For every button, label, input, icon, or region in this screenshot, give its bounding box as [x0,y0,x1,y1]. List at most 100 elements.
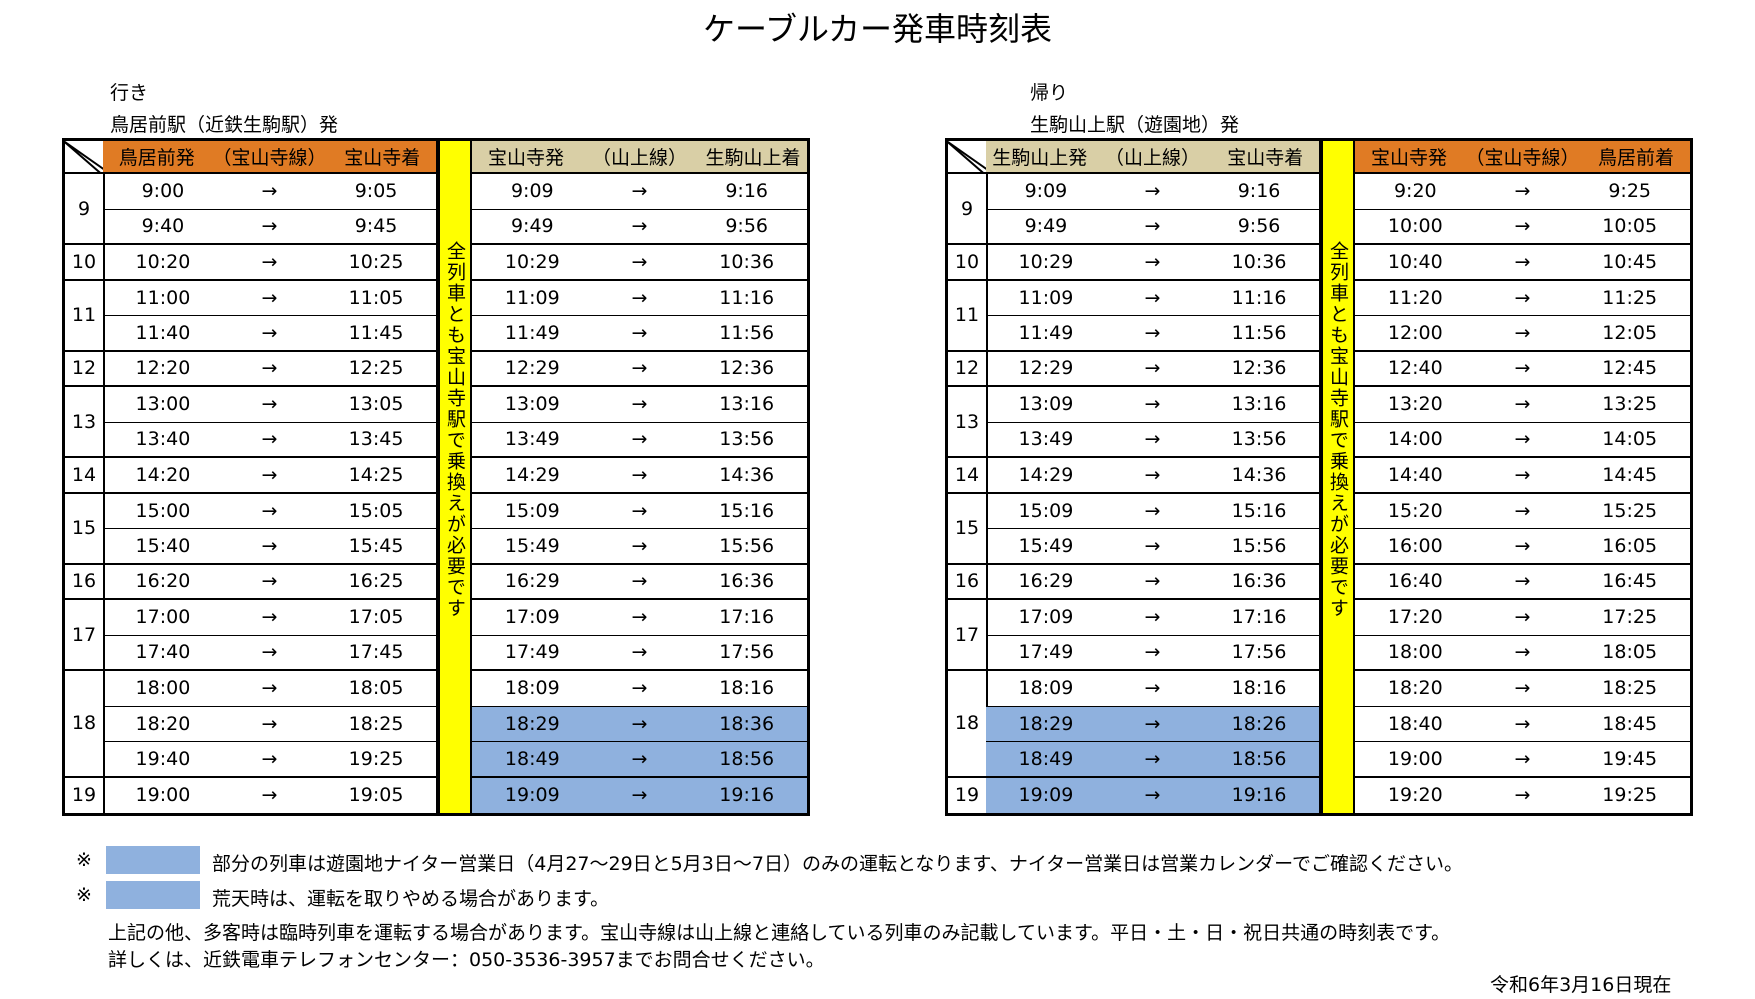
table-row: 12:29 → 12:36 [472,352,807,387]
table-row: 18:20 → 18:25 [103,707,436,742]
outbound-segment-2: 宝山寺発 （山上線） 生駒山上着 9:09 → 9:16 9:49 → 9:56 10:29 → 10… [472,141,807,813]
table-row: 18:29 → 18:36 [472,706,807,742]
arrival-time: 13:56 [1231,428,1287,451]
table-row: 18:20 → 18:25 [1355,671,1690,707]
table-row: 17:49 → 17:56 [986,636,1319,671]
departure-time: 14:20 [135,463,191,486]
outbound-segment-2-header-from: 宝山寺発 [488,147,565,169]
outbound-transfer-note: 全列車とも宝山寺駅で乗換えが必要です [444,241,466,619]
arrow: → [261,677,278,700]
inbound-segment-2-header: 宝山寺発 （宝山寺線） 鳥居前着 [1355,141,1690,174]
departure-time: 9:49 [1024,215,1068,238]
table-row: 9:49 → 9:56 [472,210,807,245]
arrival-time: 16:05 [1602,534,1658,557]
departure-time: 11:49 [1018,321,1074,344]
arrival-time: 15:56 [719,534,775,557]
arrival-time: 18:36 [719,712,775,735]
departure-time: 17:20 [1387,606,1443,629]
departure-time: 18:49 [504,747,560,770]
arrival-time: 17:25 [1602,606,1658,629]
table-row: 16:40 → 16:45 [1355,565,1690,600]
arrival-time: 18:05 [1602,641,1658,664]
departure-time: 14:40 [1387,463,1443,486]
inbound-hour-cell: 15 [948,494,986,565]
departure-time: 10:00 [1387,215,1443,238]
departure-time: 18:09 [504,677,560,700]
arrival-time: 11:16 [1231,286,1287,309]
arrow: → [631,606,648,629]
arrow: → [631,712,648,735]
inbound-hour-cell: 16 [948,565,986,600]
table-row: 14:00 → 14:05 [1355,423,1690,458]
arrow: → [261,393,278,416]
arrival-time: 15:25 [1602,499,1658,522]
inbound-hour-cell: 18 [948,671,986,778]
table-row: 11:00 → 11:05 [103,281,436,316]
arrow: → [261,215,278,238]
outbound-hour-cell: 17 [65,600,103,671]
inbound-hour-cell: 11 [948,281,986,352]
inbound-hour-cell: 17 [948,600,986,671]
table-row: 13:40 → 13:45 [103,423,436,458]
note2-mark: ※ [76,884,92,906]
outbound-hour-cell: 10 [65,245,103,281]
arrow: → [261,606,278,629]
outbound-segment-1-header-from: 鳥居前発 [118,147,195,169]
arrow: → [631,534,648,557]
arrival-time: 9:16 [1237,180,1281,203]
arrival-time: 18:26 [1231,712,1287,735]
departure-time: 13:49 [504,428,560,451]
arrival-time: 14:36 [1231,463,1287,486]
arrow: → [1514,606,1531,629]
departure-time: 11:40 [135,321,191,344]
arrival-time: 12:45 [1602,357,1658,380]
arrival-time: 14:45 [1602,463,1658,486]
arrow: → [261,534,278,557]
departure-time: 10:40 [1387,250,1443,273]
outbound-hour-cell: 9 [65,174,103,245]
table-row: 14:29 → 14:36 [986,458,1319,494]
arrival-time: 17:05 [348,606,404,629]
outbound-hour-cell: 16 [65,565,103,600]
table-row: 11:49 → 11:56 [472,316,807,352]
table-row: 13:09 → 13:16 [472,387,807,423]
table-row: 18:49 → 18:56 [472,742,807,778]
outbound-hour-cell: 15 [65,494,103,565]
arrival-time: 15:56 [1231,534,1287,557]
arrow: → [261,570,278,593]
departure-time: 9:09 [1024,180,1068,203]
arrival-time: 18:56 [1231,747,1287,770]
table-row: 19:00 → 19:05 [103,778,436,814]
departure-time: 12:20 [135,357,191,380]
arrow: → [1144,428,1161,451]
inbound-hour-cell: 12 [948,352,986,387]
departure-time: 10:29 [504,250,560,273]
departure-time: 16:20 [135,570,191,593]
arrow: → [1514,784,1531,807]
table-row: 12:40 → 12:45 [1355,352,1690,387]
inbound-segment-1-header-line: （山上線） [1104,147,1200,169]
arrival-time: 16:45 [1602,570,1658,593]
departure-time: 18:29 [1018,712,1074,735]
table-row: 16:29 → 16:36 [472,565,807,600]
arrow: → [631,641,648,664]
arrival-time: 13:45 [348,428,404,451]
table-row: 16:20 → 16:25 [103,565,436,600]
departure-time: 11:49 [504,321,560,344]
table-row: 9:00 → 9:05 [103,174,436,210]
outbound-segment-1-header-line: （宝山寺線） [212,147,327,169]
arrival-time: 19:05 [348,784,404,807]
arrow: → [631,784,648,807]
outbound-segment-1: 鳥居前発 （宝山寺線） 宝山寺着 9:00 → 9:05 9:40 → 9:45 10:20 → 10… [103,141,438,813]
arrow: → [631,286,648,309]
arrow: → [1144,357,1161,380]
departure-time: 17:09 [1018,606,1074,629]
arrival-time: 17:16 [1231,606,1287,629]
arrow: → [261,499,278,522]
departure-time: 15:40 [135,534,191,557]
table-row: 12:20 → 12:25 [103,352,436,387]
table-row: 15:49 → 15:56 [986,529,1319,565]
arrow: → [261,428,278,451]
table-row: 10:40 → 10:45 [1355,245,1690,281]
table-row: 11:09 → 11:16 [986,281,1319,316]
